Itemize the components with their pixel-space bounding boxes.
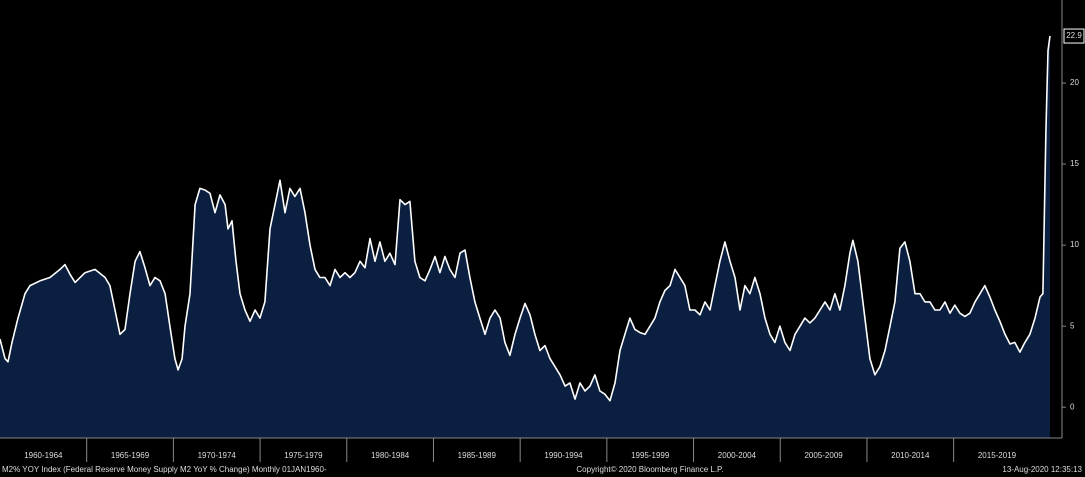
x-tick-label: 2010-2014 [891,451,930,460]
x-tick-label: 1990-1994 [544,451,583,460]
last-value-box [1063,28,1085,44]
x-tick-label: 1995-1999 [631,451,670,460]
footer-left: M2% YOY Index (Federal Reserve Money Sup… [2,465,327,474]
x-tick-label: 1975-1979 [284,451,323,460]
line [0,35,1051,402]
x-tick-label: 1970-1974 [198,451,237,460]
y-tick-label: 0 [1070,402,1075,411]
y-tick-label: 10 [1070,240,1079,249]
x-tick-label: 1985-1989 [458,451,497,460]
footer-right: 13-Aug-2020 12:35:13 [1002,465,1082,474]
x-tick-label: 1960-1964 [24,451,63,460]
footer-center: Copyright© 2020 Bloomberg Finance L.P. [576,465,723,474]
y-tick-label: 5 [1070,321,1075,330]
area-fill [0,36,1050,438]
x-tick-label: 1980-1984 [371,451,410,460]
x-tick-label: 2015-2019 [978,451,1017,460]
y-tick-label: 15 [1070,159,1079,168]
y-tick-label: 20 [1070,78,1079,87]
x-tick-label: 1965-1969 [111,451,150,460]
x-tick-label: 2005-2009 [804,451,843,460]
x-tick-label: 2000-2004 [718,451,757,460]
last-value-label: 22.9 [1066,31,1082,40]
